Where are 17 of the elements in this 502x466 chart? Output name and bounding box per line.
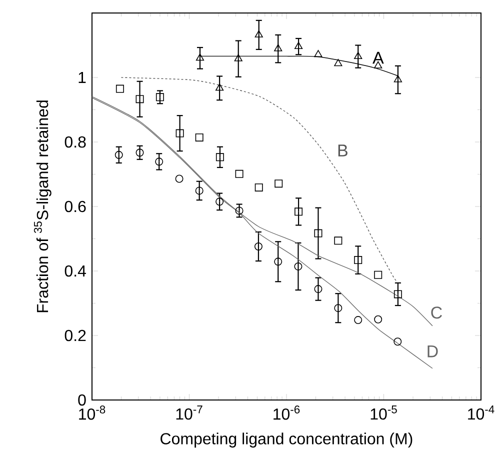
x-tick-label: 10$^{-7}$ (176, 406, 202, 420)
x-tick-label: 10$^{-5}$ (370, 406, 397, 420)
x-axis-title: Competing ligand concentration (M) (160, 432, 412, 448)
y-tick-label: 0 (78, 394, 86, 406)
y-tick-label: 0.4 (64, 265, 86, 277)
x-tick-label: 10$^{-4}$ (468, 406, 494, 420)
series-label: C (431, 306, 442, 319)
x-tick-label: 10$^{-6}$ (274, 406, 300, 420)
y-tick-label: 0.2 (64, 330, 86, 342)
series-label: D (428, 345, 438, 358)
x-tick-label: 10$^{-8}$ (79, 406, 106, 420)
series-label: B (338, 144, 348, 156)
y-tick-label: 0.8 (64, 136, 86, 148)
y-tick-label: 1 (78, 72, 86, 83)
series-label: A (372, 52, 384, 64)
y-axis-title: Fraction of $^{35}$S-ligand retained (34, 100, 52, 312)
y-tick-label: 0.6 (64, 200, 86, 212)
